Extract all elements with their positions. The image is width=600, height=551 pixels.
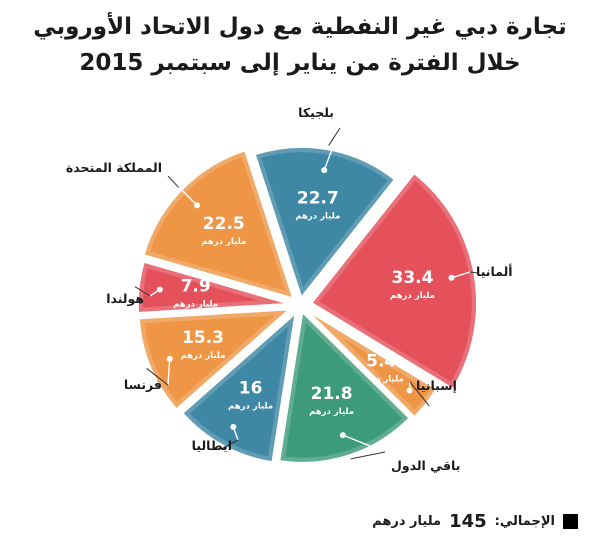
value-label: 22.5 [203, 214, 245, 234]
callout-line [469, 271, 479, 274]
callout-line [146, 368, 169, 386]
value-label: 16 [239, 378, 263, 398]
unit-label: مليار درهم [309, 407, 354, 417]
pie-slice-ايطاليا [181, 311, 297, 463]
pie-slice-group: 33.4 مليار درهم ألمانيا [304, 166, 513, 396]
callout-line [350, 451, 386, 460]
pie-slice-بلجيكا [254, 146, 396, 299]
pie-slice-sheen [304, 306, 443, 424]
total-row: الإجمالي: 145 مليار درهم [372, 511, 578, 532]
pie-slice-group: 22.7 مليار درهم بلجيكا [248, 105, 402, 308]
callout-line-inner [167, 358, 171, 386]
pie-slice-sheen [133, 303, 304, 416]
value-label: 15.3 [182, 328, 224, 348]
callout-line-inner [323, 127, 341, 171]
total-square-icon [563, 514, 578, 529]
value-label: 7.9 [181, 276, 211, 296]
chart-title-line-1: تجارة دبي غير النفطية مع دول الاتحاد الأ… [33, 14, 567, 40]
pie-slice-إسبانيا [307, 310, 438, 418]
unit-label: مليار درهم [390, 291, 435, 301]
unit-label: مليار درهم [201, 237, 246, 247]
pie-slice-فرنسا [138, 308, 292, 410]
value-label: 21.8 [311, 384, 353, 404]
callout-line-inner [232, 426, 239, 441]
pie-slice-sheen [304, 166, 482, 396]
pie-slice-group: 16 مليار درهم ايطاليا [175, 300, 303, 468]
pie-slice-sheen [273, 302, 417, 468]
total-label: الإجمالي: [494, 514, 555, 529]
value-label: 33.4 [392, 268, 434, 288]
unit-label: مليار درهم [295, 212, 340, 222]
category-label: بلجيكا [298, 105, 334, 120]
category-label: ايطاليا [192, 438, 232, 453]
total-unit: مليار درهم [372, 514, 442, 529]
value-label: 22.7 [297, 189, 339, 209]
pie-slice-sheen [133, 255, 290, 319]
pie-slice-group: 15.3 مليار درهم فرنسا [124, 303, 304, 416]
unit-label: مليار درهم [228, 401, 273, 411]
pie-slice-باقي-الدول [278, 311, 411, 464]
callout-line [167, 175, 179, 188]
category-label: باقي الدول [391, 458, 460, 473]
category-label: ألمانيا [476, 263, 513, 279]
category-label: فرنسا [124, 377, 162, 392]
pie-slice-group: 5.4 مليار درهم إسبانيا [304, 306, 457, 424]
callout-line-inner [342, 434, 386, 453]
value-label: 5.4 [366, 351, 396, 371]
category-label: هولندا [106, 291, 144, 306]
callout-line-inner [149, 288, 161, 297]
pie-slice-هولندا [137, 261, 289, 314]
callout-line [134, 286, 151, 297]
callout-line [221, 439, 239, 450]
callout-line [409, 381, 430, 407]
pie-slice-sheen [248, 142, 402, 308]
unit-label: مليار درهم [180, 351, 225, 361]
pie-slice-sheen [175, 300, 303, 468]
callout-line-inner [451, 271, 471, 279]
callout-line [328, 127, 341, 146]
category-label: المملكة المتحدة [66, 160, 162, 175]
category-label: إسبانيا [416, 378, 457, 393]
pie-slice-group: 21.8 مليار درهم باقي الدول [273, 302, 460, 473]
pie-slice-group: 22.5 مليار درهم المملكة المتحدة [66, 144, 301, 306]
chart-title-line-2: خلال الفترة من يناير إلى سبتمبر 2015 [79, 50, 521, 76]
pie-slice-ألمانيا [310, 172, 478, 390]
unit-label: مليار درهم [359, 374, 404, 384]
total-value: 145 [449, 511, 487, 532]
unit-label: مليار درهم [173, 299, 218, 309]
pie-slice-group: 7.9 مليار درهم هولندا [106, 255, 290, 319]
